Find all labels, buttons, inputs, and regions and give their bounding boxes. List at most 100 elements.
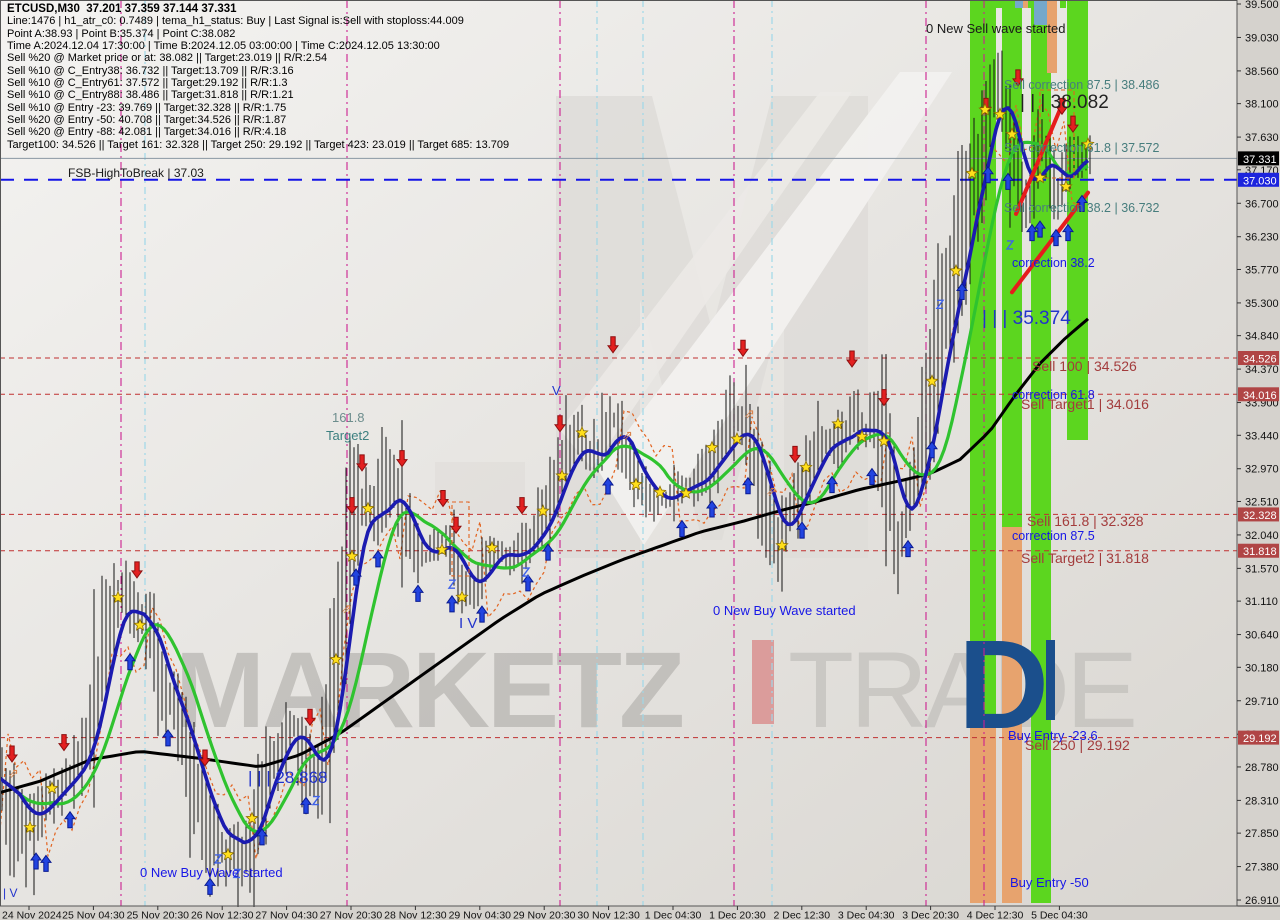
star-icon: [730, 431, 744, 445]
up-arrow-icon: [372, 550, 384, 568]
axis-price-label: 39.030: [1245, 32, 1279, 44]
annotation-text: | | | 38.082: [1020, 92, 1109, 113]
flag-icon: [1005, 240, 1015, 250]
signal-markers: ⇗ ⇗ ⇗ ⇗ ⇗: [6, 69, 1095, 895]
down-arrow-icon: [131, 561, 143, 579]
annotation-text: correction 38.2: [1012, 256, 1095, 270]
axis-price-label: 26.910: [1245, 895, 1279, 907]
down-arrow-icon: [607, 336, 619, 354]
down-arrow-icon: [1056, 97, 1068, 116]
annotation-text: Sell 250 | 29.192: [1025, 737, 1130, 753]
annotation-text: | | | 35.374: [982, 308, 1071, 329]
star-icon: [435, 542, 449, 556]
signal-band-green: [1067, 0, 1088, 440]
down-arrow-icon: [58, 734, 70, 752]
up-arrow-icon: [542, 543, 554, 561]
hollow-arrow-icon: ⇗: [341, 602, 352, 617]
axis-time-label: 29 Nov 04:30: [449, 910, 512, 920]
down-arrow-icon: [1067, 115, 1079, 133]
watermark-divider: [752, 640, 774, 724]
axis-time-label: 28 Nov 12:30: [384, 910, 447, 920]
up-arrow-icon: [902, 539, 914, 558]
star-icon: [775, 538, 789, 552]
axis-time-label: 25 Nov 20:30: [127, 910, 190, 920]
axis-price-badge: [1238, 730, 1279, 745]
up-arrow-icon: [412, 584, 424, 602]
watermark-marketz: MARKETZ: [175, 629, 682, 750]
star-icon: [1033, 170, 1047, 184]
axis-price-badge-label: 31.818: [1243, 546, 1277, 558]
signal-strip-orange: [1047, 0, 1057, 73]
logo-block: [435, 462, 525, 514]
time-axis[interactable]: [0, 907, 1280, 920]
down-arrow-icon: [789, 445, 801, 464]
star-icon: [345, 549, 359, 562]
annotation-text: | | | 28.868: [248, 768, 327, 787]
star-icon: [1059, 179, 1073, 193]
up-arrow-icon: [476, 605, 488, 623]
down-arrow-icon: [304, 708, 316, 727]
up-arrow-icon: [602, 477, 614, 495]
down-arrow-icon: [878, 389, 890, 407]
star-icon: [799, 460, 813, 474]
axis-price-label: 33.440: [1245, 430, 1279, 442]
axis-price-label: 38.100: [1245, 99, 1279, 111]
hollow-arrow-icon: ⇗: [766, 485, 777, 500]
star-icon: [111, 590, 125, 604]
star-icon: [949, 263, 963, 277]
axis-price-label: 29.710: [1245, 696, 1279, 708]
axis-price-badge: [1238, 543, 1279, 558]
up-arrow-icon: [64, 810, 76, 829]
star-icon: [993, 107, 1007, 121]
star-icon: [965, 166, 979, 180]
star-icon: [221, 847, 235, 861]
axis-time-label: 2 Dec 12:30: [773, 910, 830, 920]
axis-price-badge: [1238, 151, 1279, 166]
star-icon: [245, 811, 259, 825]
up-arrow-icon: [826, 475, 838, 494]
up-arrow-icon: [676, 519, 688, 538]
signal-band-green: [1002, 8, 1022, 527]
star-icon: [877, 434, 891, 447]
up-arrow-icon: [30, 852, 42, 870]
axis-time-label: 30 Nov 12:30: [577, 910, 640, 920]
m-logo-swoosh2: [560, 92, 852, 468]
stop-line-orange: [0, 102, 1089, 860]
hollow-arrow-icon: ⇗: [744, 407, 755, 422]
down-arrow-icon: [437, 489, 449, 508]
axis-time-label: 3 Dec 20:30: [902, 910, 959, 920]
up-arrow-icon: [124, 652, 136, 671]
up-arrow-icon: [982, 165, 994, 184]
star-icon: [536, 504, 550, 517]
annotation-text: V: [552, 383, 561, 398]
axis-time-label: 27 Nov 04:30: [255, 910, 318, 920]
axis-price-badge: [1238, 350, 1279, 365]
trend-line[interactable]: [1010, 190, 1090, 295]
down-arrow-icon: [396, 450, 408, 468]
star-icon: [653, 485, 667, 498]
star-icon: [329, 652, 343, 666]
up-arrow-icon: [300, 796, 312, 814]
dash-box: [451, 501, 470, 577]
up-arrow-icon: [522, 574, 534, 592]
down-arrow-icon: [737, 339, 749, 358]
axis-price-badge-label: 34.526: [1243, 353, 1277, 365]
m-logo-watermark: [435, 72, 952, 558]
down-arrow-icon: [846, 350, 858, 368]
up-arrow-icon: [1026, 223, 1038, 242]
down-arrow-icon: [450, 516, 462, 535]
axis-price-label: 27.380: [1245, 862, 1279, 874]
down-arrow-icon: [356, 454, 368, 472]
star-icon: [1005, 127, 1019, 140]
star-icon: [45, 781, 59, 794]
star-icon: [485, 540, 499, 554]
up-arrow-icon: [866, 467, 878, 486]
star-icon: [361, 501, 375, 515]
axis-price-badge-label: 37.030: [1243, 175, 1277, 187]
star-icon: [575, 425, 589, 439]
axis-price-label: 30.640: [1245, 630, 1279, 642]
axis-price-label: 34.840: [1245, 331, 1279, 343]
flag-icon: [232, 868, 242, 879]
up-arrow-icon: [1002, 172, 1014, 190]
